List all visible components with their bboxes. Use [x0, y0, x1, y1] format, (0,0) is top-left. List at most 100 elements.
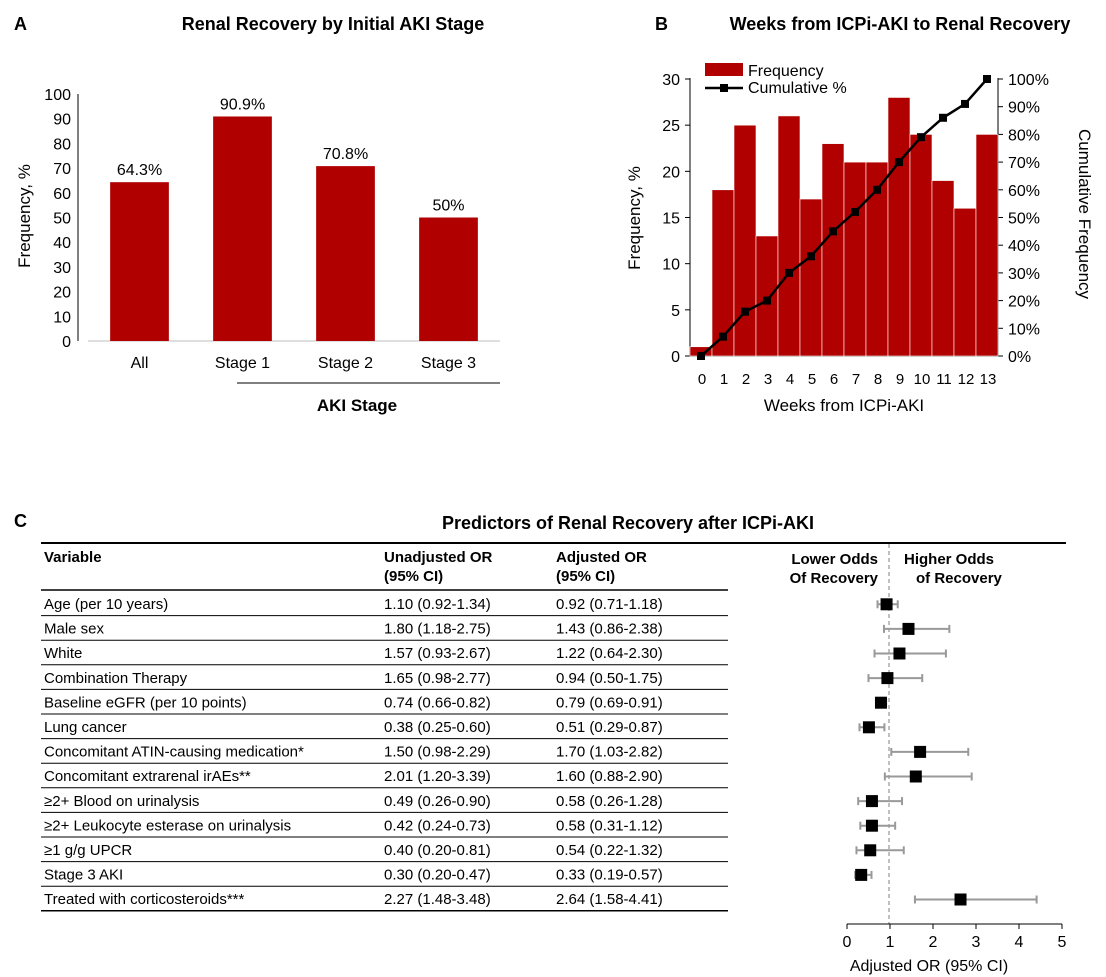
row-unadjusted-or: 1.80 (1.18-2.75): [384, 621, 491, 638]
y2-tick-label: 30%: [1008, 266, 1040, 283]
y2-tick-label: 0%: [1008, 349, 1031, 366]
panel-b-y2-ticks: 0% 10% 20% 30% 40% 50% 60% 70% 80% 90% 100%: [998, 72, 1049, 366]
panel-b-y2-axis-label: Cumulative Frequency: [1075, 129, 1094, 300]
x-tick-label: 4: [786, 371, 794, 388]
frequency-bar: [711, 189, 735, 357]
cumulative-point: [829, 227, 837, 236]
or-point-marker: [862, 721, 875, 734]
panel-b-y-ticks: 0 5 10 15 20 25 30: [662, 72, 690, 366]
header-unadjusted-line2: (95% CI): [384, 568, 443, 585]
row-adjusted-or: 0.58 (0.26-1.28): [556, 793, 663, 810]
cumulative-point: [917, 133, 925, 142]
frequency-bar: [799, 198, 823, 357]
row-variable: Baseline eGFR (per 10 points): [44, 694, 247, 711]
row-adjusted-or: 0.33 (0.19-0.57): [556, 867, 663, 884]
header-adjusted-line2: (95% CI): [556, 568, 615, 585]
bar-data-label: 70.8%: [323, 146, 368, 163]
panel-b-chart: B Weeks from ICPi-AKI to Renal Recovery …: [625, 14, 1094, 415]
row-unadjusted-or: 1.50 (0.98-2.29): [384, 744, 491, 761]
y-tick-label: 80: [53, 136, 71, 153]
header-lower-odds-line2: Of Recovery: [790, 570, 879, 587]
or-point-marker: [880, 598, 893, 611]
row-variable: Combination Therapy: [44, 670, 188, 687]
row-adjusted-or: 0.94 (0.50-1.75): [556, 670, 663, 687]
y-tick-label: 70: [53, 161, 71, 178]
x-tick-label: All: [131, 355, 149, 372]
x-tick-label: Stage 1: [215, 355, 270, 372]
x-tick-label: 2: [742, 371, 750, 388]
cumulative-point: [763, 296, 771, 305]
cumulative-point: [983, 75, 991, 83]
y-tick-label: 100: [44, 87, 71, 104]
y-tick-label: 25: [662, 118, 680, 135]
or-point-marker: [954, 893, 967, 906]
y2-tick-label: 20%: [1008, 294, 1040, 311]
y-tick-label: 10: [53, 309, 71, 326]
y2-tick-label: 80%: [1008, 127, 1040, 144]
panel-c-letter: C: [14, 511, 27, 531]
cumulative-point: [939, 113, 947, 122]
y-tick-label: 5: [671, 303, 680, 320]
y-tick-label: 10: [662, 257, 680, 274]
forest-x-tick-label: 1: [886, 934, 895, 951]
bar: [213, 116, 272, 342]
frequency-bar: [887, 97, 911, 357]
row-variable: Male sex: [44, 621, 105, 638]
x-tick-label: 1: [720, 371, 728, 388]
y-tick-label: 50: [53, 211, 71, 228]
bar: [419, 217, 478, 341]
x-tick-label: 10: [914, 371, 931, 388]
frequency-bar: [821, 143, 845, 357]
bar-data-label: 64.3%: [117, 162, 162, 179]
row-variable: Age (per 10 years): [44, 596, 168, 613]
row-variable: ≥2+ Blood on urinalysis: [44, 793, 199, 810]
row-variable: Stage 3 AKI: [44, 867, 123, 884]
cumulative-point: [785, 268, 793, 277]
cumulative-point: [807, 252, 815, 261]
y-tick-label: 20: [53, 285, 71, 302]
x-tick-label: 9: [896, 371, 904, 388]
row-unadjusted-or: 1.10 (0.92-1.34): [384, 596, 491, 613]
y-tick-label: 40: [53, 235, 71, 252]
y2-tick-label: 40%: [1008, 238, 1040, 255]
header-higher-odds-line2: of Recovery: [916, 570, 1003, 587]
row-variable: ≥1 g/g UPCR: [44, 842, 132, 859]
header-adjusted-line1: Adjusted OR: [556, 549, 647, 566]
x-tick-label: Stage 3: [421, 355, 476, 372]
panel-b-letter: B: [655, 14, 668, 34]
cumulative-point: [719, 332, 727, 341]
row-unadjusted-or: 2.27 (1.48-3.48): [384, 891, 491, 908]
forest-x-tick-label: 4: [1015, 934, 1024, 951]
row-variable: Concomitant ATIN-causing medication*: [44, 744, 304, 761]
or-point-marker: [865, 819, 878, 832]
panel-a-chart: A Renal Recovery by Initial AKI Stage Fr…: [14, 14, 500, 415]
y2-tick-label: 60%: [1008, 183, 1040, 200]
header-variable: Variable: [44, 549, 102, 566]
legend-cumulative-label: Cumulative %: [748, 80, 847, 97]
panel-b-title: Weeks from ICPi-AKI to Renal Recovery: [730, 14, 1071, 34]
table-rows: Age (per 10 years) 1.10 (0.92-1.34) 0.92 (…: [41, 596, 728, 912]
or-point-marker: [855, 868, 868, 881]
panel-a-x-axis-label: AKI Stage: [317, 396, 397, 415]
row-adjusted-or: 1.70 (1.03-2.82): [556, 744, 663, 761]
panel-a-y-axis-label: Frequency, %: [15, 164, 34, 268]
or-point-marker: [865, 795, 878, 808]
bar: [110, 182, 169, 341]
forest-plot-points: [854, 598, 1038, 906]
row-adjusted-or: 0.54 (0.22-1.32): [556, 842, 663, 859]
forest-x-tick-label: 2: [929, 934, 938, 951]
y-tick-label: 90: [53, 112, 71, 129]
or-point-marker: [874, 696, 887, 709]
bar-data-label: 50%: [432, 198, 464, 215]
panel-c-table-forest: C Predictors of Renal Recovery after ICP…: [14, 511, 1067, 975]
legend-frequency-label: Frequency: [748, 63, 824, 80]
or-point-marker: [902, 622, 915, 635]
row-variable: Lung cancer: [44, 719, 127, 736]
legend-frequency-swatch: [705, 63, 743, 76]
x-tick-label: 3: [764, 371, 772, 388]
frequency-bar: [953, 207, 977, 357]
y2-tick-label: 10%: [1008, 321, 1040, 338]
or-point-marker: [914, 745, 927, 758]
row-adjusted-or: 1.60 (0.88-2.90): [556, 768, 663, 785]
